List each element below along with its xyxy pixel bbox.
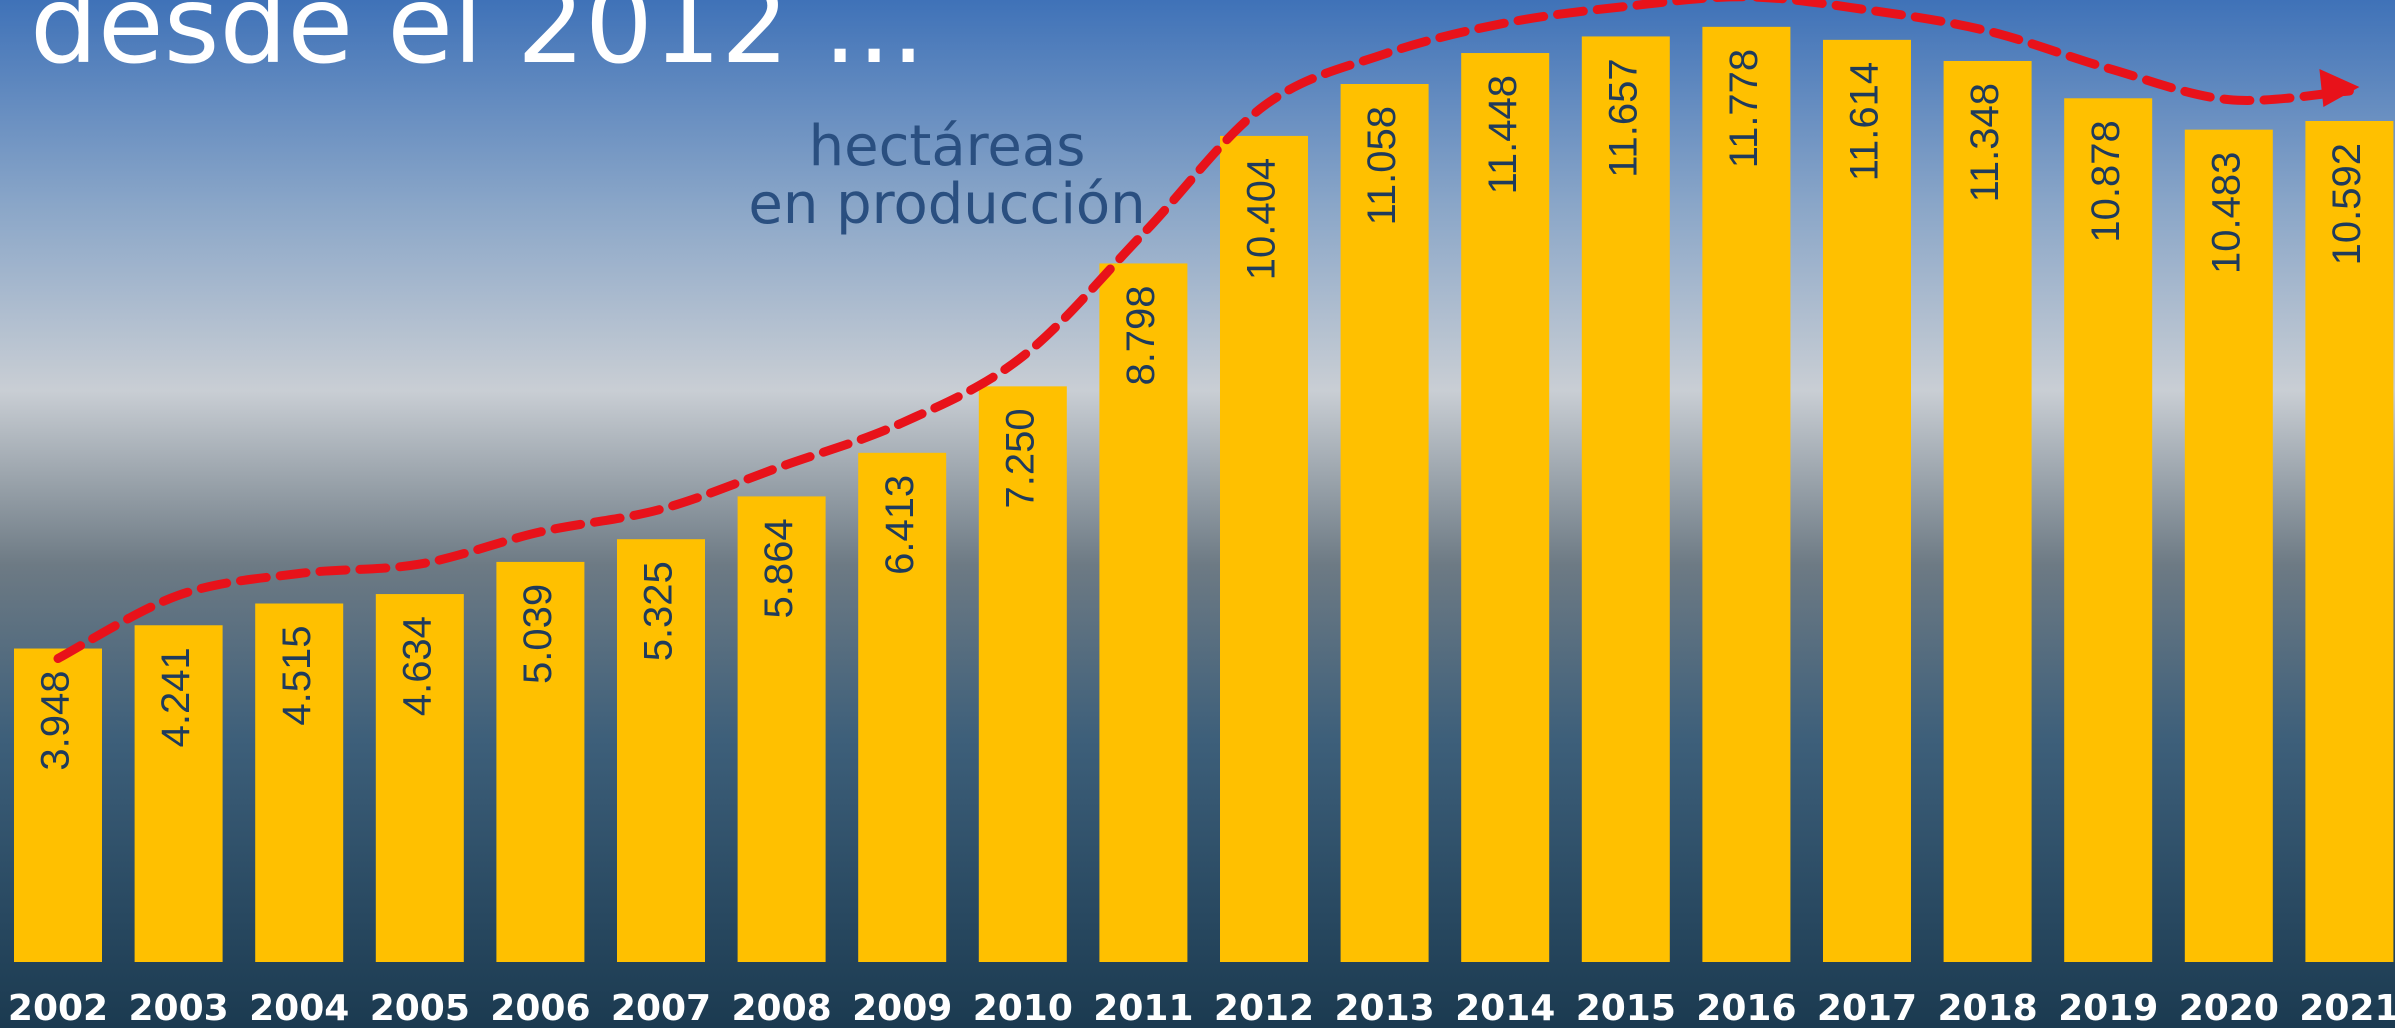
x-tick-label: 2006 — [490, 988, 590, 1028]
annotation: en producción — [748, 172, 1145, 237]
value-label: 10.592 — [2325, 143, 2369, 265]
value-label: 11.657 — [1601, 58, 1645, 177]
x-tick-label: 2008 — [731, 988, 831, 1028]
value-label: 3.948 — [34, 671, 78, 771]
x-tick-label: 2003 — [128, 988, 228, 1028]
x-tick-label: 2004 — [249, 988, 349, 1028]
annotation: hectáreas — [809, 114, 1086, 179]
value-label: 11.614 — [1843, 62, 1887, 181]
x-tick-label: 2018 — [1937, 988, 2037, 1028]
value-label: 11.778 — [1722, 49, 1766, 168]
chart: desde el 2012 ... hectáreas en producció… — [0, 0, 2395, 1028]
value-label: 4.634 — [395, 616, 439, 716]
x-tick-label: 2002 — [8, 988, 108, 1028]
x-tick-label: 2005 — [370, 988, 470, 1028]
x-tick-label: 2007 — [611, 988, 711, 1028]
value-label: 6.413 — [878, 475, 922, 575]
value-label: 4.515 — [275, 626, 319, 726]
value-label: 5.039 — [516, 584, 560, 684]
background — [0, 0, 2395, 1028]
x-tick-label: 2021 — [2299, 988, 2395, 1028]
value-label: 8.798 — [1119, 285, 1163, 385]
chart-title: desde el 2012 ... — [30, 0, 925, 88]
x-tick-label: 2016 — [1696, 988, 1796, 1028]
x-tick-label: 2017 — [1817, 988, 1917, 1028]
value-label: 5.864 — [757, 518, 801, 618]
value-label: 5.325 — [637, 561, 681, 661]
x-tick-label: 2020 — [2179, 988, 2279, 1028]
value-label: 4.241 — [154, 647, 198, 747]
value-label: 10.878 — [2084, 120, 2128, 242]
x-tick-label: 2015 — [1576, 988, 1676, 1028]
value-label: 10.483 — [2204, 152, 2248, 274]
x-tick-label: 2014 — [1455, 988, 1555, 1028]
x-tick-label: 2011 — [1093, 988, 1193, 1028]
value-label: 7.250 — [998, 408, 1042, 508]
value-label: 10.404 — [1240, 158, 1284, 280]
x-tick-label: 2010 — [973, 988, 1073, 1028]
x-tick-label: 2009 — [852, 988, 952, 1028]
value-label: 11.348 — [1963, 83, 2007, 202]
x-tick-label: 2012 — [1214, 988, 1314, 1028]
value-label: 11.448 — [1481, 75, 1525, 194]
value-label: 11.058 — [1360, 106, 1404, 225]
x-tick-label: 2019 — [2058, 988, 2158, 1028]
x-tick-label: 2013 — [1334, 988, 1434, 1028]
